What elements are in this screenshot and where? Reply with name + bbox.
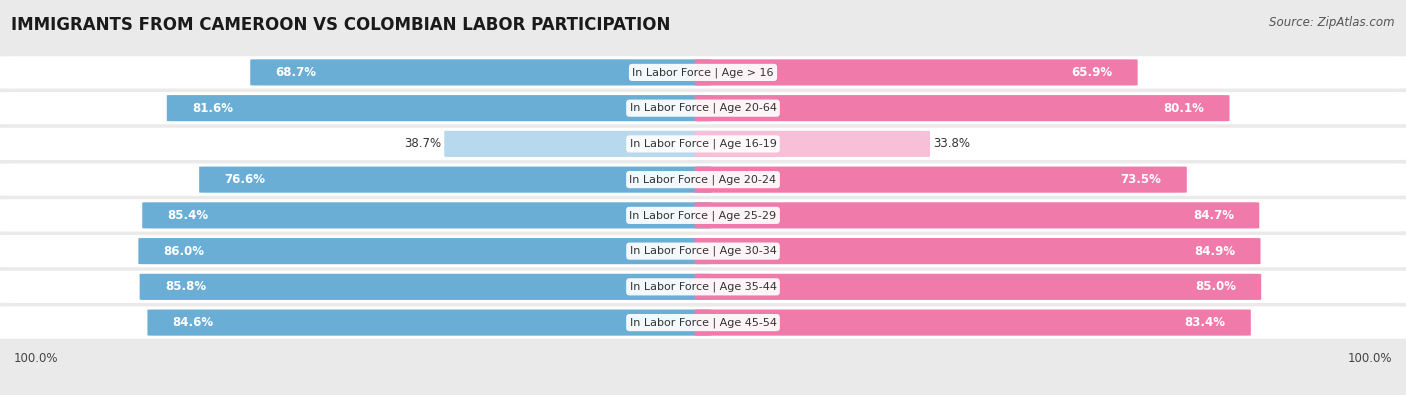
FancyBboxPatch shape [444, 131, 711, 157]
Text: 38.7%: 38.7% [405, 137, 441, 150]
FancyBboxPatch shape [167, 95, 711, 121]
Text: 85.4%: 85.4% [167, 209, 208, 222]
Text: 84.6%: 84.6% [173, 316, 214, 329]
FancyBboxPatch shape [0, 56, 1406, 88]
Text: In Labor Force | Age 16-19: In Labor Force | Age 16-19 [630, 139, 776, 149]
FancyBboxPatch shape [139, 274, 711, 300]
Text: 84.9%: 84.9% [1194, 245, 1236, 258]
FancyBboxPatch shape [138, 238, 711, 264]
FancyBboxPatch shape [0, 92, 1406, 124]
Text: 65.9%: 65.9% [1071, 66, 1112, 79]
Text: IMMIGRANTS FROM CAMEROON VS COLOMBIAN LABOR PARTICIPATION: IMMIGRANTS FROM CAMEROON VS COLOMBIAN LA… [11, 16, 671, 34]
Text: Source: ZipAtlas.com: Source: ZipAtlas.com [1270, 16, 1395, 29]
FancyBboxPatch shape [142, 202, 711, 228]
Text: 76.6%: 76.6% [225, 173, 266, 186]
Text: In Labor Force | Age 25-29: In Labor Force | Age 25-29 [630, 210, 776, 221]
FancyBboxPatch shape [695, 95, 1229, 121]
Text: 86.0%: 86.0% [163, 245, 205, 258]
Text: 84.7%: 84.7% [1192, 209, 1234, 222]
Text: 100.0%: 100.0% [1347, 352, 1392, 365]
FancyBboxPatch shape [695, 274, 1261, 300]
Text: 81.6%: 81.6% [193, 102, 233, 115]
FancyBboxPatch shape [148, 310, 711, 336]
FancyBboxPatch shape [250, 59, 711, 85]
Text: In Labor Force | Age 20-24: In Labor Force | Age 20-24 [630, 174, 776, 185]
FancyBboxPatch shape [695, 131, 929, 157]
FancyBboxPatch shape [0, 271, 1406, 303]
Text: 68.7%: 68.7% [276, 66, 316, 79]
Text: 100.0%: 100.0% [14, 352, 59, 365]
Text: 83.4%: 83.4% [1184, 316, 1226, 329]
Text: In Labor Force | Age 30-34: In Labor Force | Age 30-34 [630, 246, 776, 256]
FancyBboxPatch shape [695, 167, 1187, 193]
FancyBboxPatch shape [0, 199, 1406, 231]
Text: In Labor Force | Age 45-54: In Labor Force | Age 45-54 [630, 317, 776, 328]
FancyBboxPatch shape [200, 167, 711, 193]
FancyBboxPatch shape [695, 59, 1137, 85]
Text: 80.1%: 80.1% [1163, 102, 1204, 115]
Text: 73.5%: 73.5% [1121, 173, 1161, 186]
FancyBboxPatch shape [0, 164, 1406, 196]
Text: 85.0%: 85.0% [1195, 280, 1236, 293]
Text: 85.8%: 85.8% [165, 280, 207, 293]
FancyBboxPatch shape [695, 202, 1260, 228]
Text: In Labor Force | Age 20-64: In Labor Force | Age 20-64 [630, 103, 776, 113]
FancyBboxPatch shape [0, 235, 1406, 267]
FancyBboxPatch shape [695, 238, 1261, 264]
Text: 33.8%: 33.8% [932, 137, 970, 150]
Text: In Labor Force | Age 35-44: In Labor Force | Age 35-44 [630, 282, 776, 292]
FancyBboxPatch shape [695, 310, 1251, 336]
Text: In Labor Force | Age > 16: In Labor Force | Age > 16 [633, 67, 773, 78]
FancyBboxPatch shape [0, 128, 1406, 160]
FancyBboxPatch shape [0, 307, 1406, 339]
